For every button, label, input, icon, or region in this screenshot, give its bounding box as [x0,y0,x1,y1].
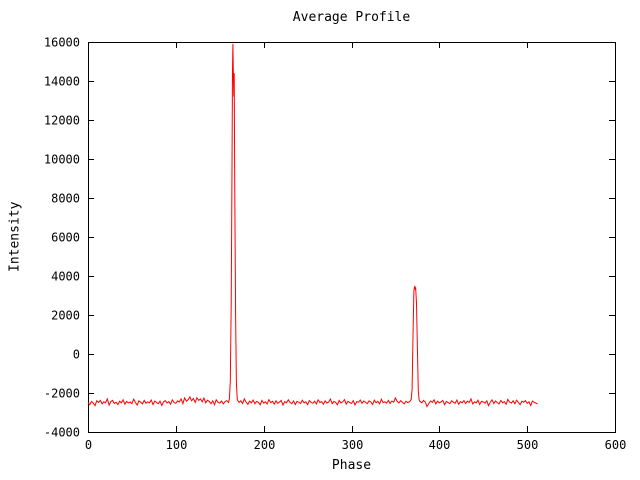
y-tick-label: 12000 [44,114,80,128]
y-tick-label: 4000 [51,270,80,284]
x-tick-label: 500 [517,438,539,452]
y-tick-label: -2000 [44,387,80,401]
y-tick-label: 0 [73,348,80,362]
y-tick-label: 16000 [44,36,80,50]
y-tick-label: 8000 [51,192,80,206]
x-axis-label: Phase [331,458,372,473]
x-tick-label: 300 [342,438,364,452]
x-tick-label: 200 [254,438,276,452]
x-tick-label: 600 [605,438,627,452]
chart-title: Average Profile [292,10,411,25]
profile-line [87,43,538,408]
y-tick-label: 2000 [51,309,80,323]
x-tick-label: 0 [85,438,92,452]
x-tick-label: 400 [429,438,451,452]
y-tick-label: -4000 [44,426,80,440]
y-tick-label: 10000 [44,153,80,167]
y-tick-label: 6000 [51,231,80,245]
x-tick-label: 100 [166,438,188,452]
y-tick-label: 14000 [44,75,80,89]
plot-border [88,42,616,433]
